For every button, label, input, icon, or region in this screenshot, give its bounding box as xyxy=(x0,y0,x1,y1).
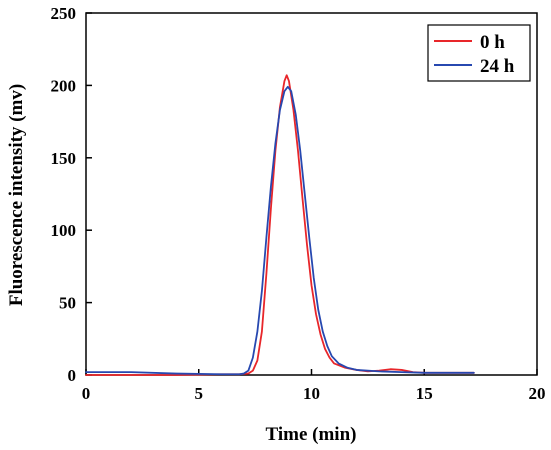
x-tick-label: 15 xyxy=(416,384,433,403)
y-tick-label: 0 xyxy=(68,366,77,385)
series-layer xyxy=(85,74,475,376)
x-tick-label: 20 xyxy=(529,384,546,403)
series-line-1 xyxy=(85,85,475,376)
x-tick-label: 5 xyxy=(195,384,204,403)
series-line-0 xyxy=(85,74,475,376)
x-tick-label: 10 xyxy=(303,384,320,403)
y-tick-label: 100 xyxy=(51,221,77,240)
legend-box xyxy=(427,24,531,82)
y-tick-label: 150 xyxy=(51,149,77,168)
legend-label: 0 h xyxy=(480,32,505,53)
x-axis-title: Time (min) xyxy=(266,424,357,445)
x-tick-label: 0 xyxy=(82,384,91,403)
y-tick-label: 250 xyxy=(51,4,77,23)
y-tick-label: 200 xyxy=(51,76,77,95)
y-tick-label: 50 xyxy=(59,294,76,313)
legend: 0 h 24 h xyxy=(427,24,531,82)
y-axis-title: Fluorescence intensity (mv) xyxy=(6,84,27,306)
legend-label: 24 h xyxy=(480,56,515,77)
